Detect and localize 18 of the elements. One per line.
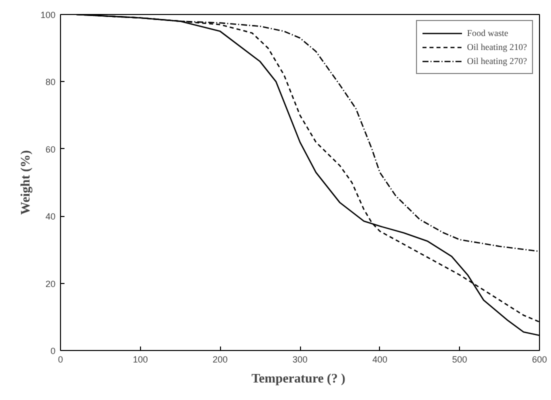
y-tick-label: 40 (45, 212, 56, 222)
x-tick-label: 100 (132, 354, 148, 364)
y-tick-label: 0 (50, 346, 56, 356)
y-tick-label: 100 (40, 10, 56, 20)
x-tick-label: 200 (212, 354, 228, 364)
x-tick-label: 0 (58, 354, 64, 364)
legend-label: Food waste (467, 27, 508, 40)
x-tick-label: 400 (372, 354, 388, 364)
x-axis-title: Temperature (? ) (251, 370, 346, 386)
x-tick-label: 500 (452, 354, 468, 364)
legend-label: Oil heating 270? (467, 55, 527, 68)
y-tick-label: 20 (45, 278, 56, 289)
x-tick-label: 600 (532, 354, 548, 364)
y-tick-label: 60 (45, 144, 56, 154)
legend-label: Oil heating 210? (467, 41, 527, 54)
y-tick-label: 80 (45, 77, 56, 88)
x-tick-label: 300 (292, 354, 308, 364)
y-axis-title: Weight (%) (17, 150, 32, 215)
